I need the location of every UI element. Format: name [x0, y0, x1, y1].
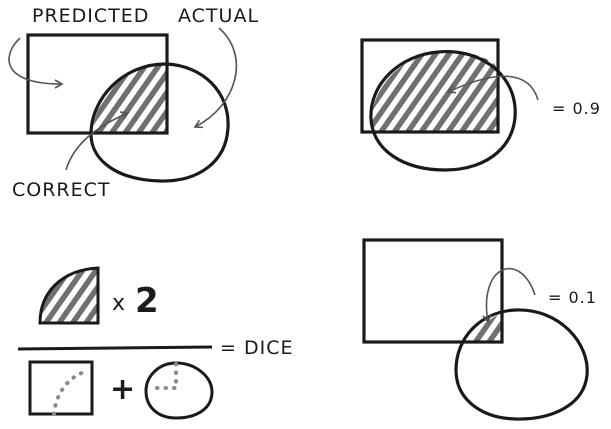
- panel-overlap-labels: PREDICTED ACTUAL CORRECT: [8, 5, 259, 201]
- arrow-high-score: [446, 75, 539, 101]
- low-score-value: = 0.1: [548, 288, 597, 307]
- predicted-box: [26, 33, 169, 135]
- multiply-sign: x: [112, 291, 125, 316]
- arrow-correct: [65, 111, 130, 171]
- dice-label: = DICE: [220, 337, 293, 359]
- formula-actual-dotted-corner: [148, 362, 178, 390]
- arrow-low-score: [482, 267, 536, 324]
- formula-actual-circle: [144, 361, 214, 420]
- high-overlap-hatch: [371, 51, 497, 132]
- low-overlap-blob: [454, 308, 589, 421]
- actual-blob: [89, 62, 230, 183]
- correct-label: CORRECT: [12, 179, 111, 201]
- formula-predicted-box: [28, 360, 94, 416]
- low-overlap-hatch: [473, 314, 502, 342]
- factor-two: 2: [135, 281, 159, 321]
- correct-region-hatch: [92, 64, 167, 133]
- high-overlap-blob: [369, 49, 517, 172]
- formula-predicted-dotted-arc: [52, 369, 90, 416]
- panel-high-overlap: = 0.9: [360, 38, 601, 172]
- formula-intersection-wedge: [38, 266, 100, 325]
- low-overlap-box: [362, 238, 504, 344]
- panel-dice-formula: x 2 = DICE +: [17, 266, 293, 420]
- predicted-label: PREDICTED: [32, 5, 149, 27]
- plus-sign: +: [110, 372, 135, 407]
- high-score-value: = 0.9: [552, 99, 601, 118]
- arrow-actual: [193, 27, 238, 129]
- high-overlap-box: [360, 38, 500, 134]
- panel-low-overlap: = 0.1: [362, 238, 597, 421]
- arrow-predicted: [8, 37, 64, 89]
- fraction-bar: [17, 345, 213, 351]
- actual-label: ACTUAL: [178, 5, 259, 27]
